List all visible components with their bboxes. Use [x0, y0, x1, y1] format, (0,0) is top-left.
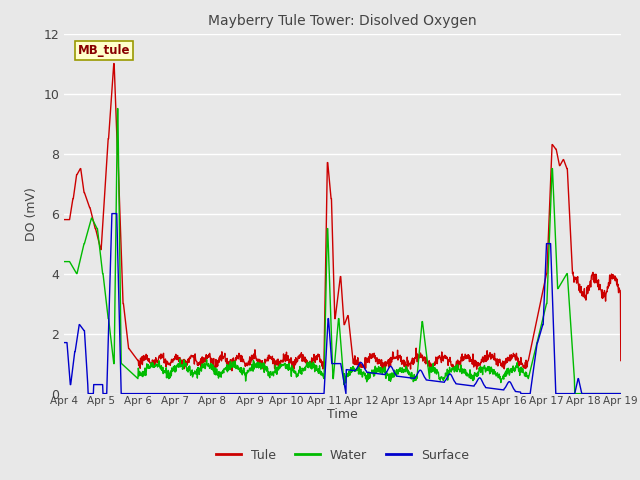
Legend: Tule, Water, Surface: Tule, Water, Surface [211, 444, 474, 467]
Title: Mayberry Tule Tower: Disolved Oxygen: Mayberry Tule Tower: Disolved Oxygen [208, 14, 477, 28]
Y-axis label: DO (mV): DO (mV) [25, 187, 38, 240]
X-axis label: Time: Time [327, 408, 358, 421]
Text: MB_tule: MB_tule [78, 44, 131, 58]
